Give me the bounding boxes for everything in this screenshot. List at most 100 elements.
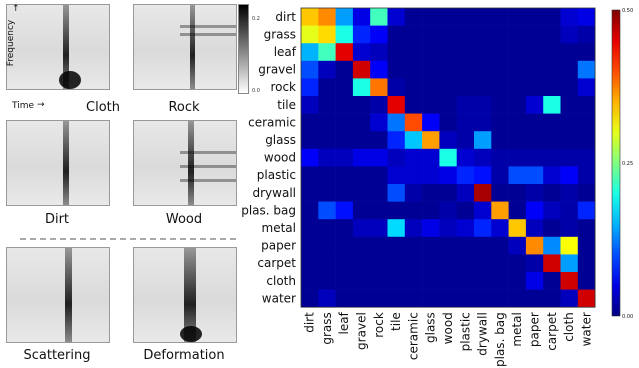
heatmap-cell — [387, 272, 406, 290]
heatmap-cell — [439, 236, 457, 255]
colorbar-tick-label: 0.25 — [622, 161, 633, 167]
heatmap-cell — [560, 219, 579, 238]
heatmap-cell — [508, 113, 527, 132]
heatmap-cell — [560, 113, 579, 132]
heatmap-cell — [387, 43, 406, 62]
heatmap-cell — [491, 43, 509, 62]
heatmap-cell — [404, 60, 423, 79]
colorbar-tick-label: 0.50 — [622, 8, 633, 14]
spectrogram-rock — [133, 4, 237, 90]
heatmap-cell — [577, 148, 596, 167]
row-label: leaf — [274, 45, 297, 59]
heatmap-cell — [335, 272, 354, 290]
heatmap-cell — [387, 289, 406, 308]
heatmap-cell — [439, 8, 457, 26]
heatmap-cell — [301, 289, 319, 308]
heatmap-cell — [335, 25, 354, 44]
heatmap-cell — [422, 78, 440, 97]
heatmap-cell — [543, 148, 561, 167]
heatmap-cell — [318, 60, 336, 79]
heatmap-cell — [301, 43, 319, 62]
heatmap-cell — [560, 254, 579, 273]
heatmap-cell — [335, 254, 354, 273]
heatmap-cell — [318, 289, 336, 308]
heatmap-cell — [525, 272, 544, 290]
heatmap-cell — [422, 148, 440, 167]
heatmap-cell — [439, 254, 457, 273]
heatmap-cell — [387, 166, 406, 185]
heatmap-cell — [318, 113, 336, 132]
heatmap-cell — [439, 166, 457, 185]
heatmap-cell — [404, 219, 423, 238]
row-label: carpet — [257, 256, 296, 270]
heatmap-cell — [335, 289, 354, 308]
heatmap-cell — [525, 96, 544, 114]
heatmap-cell — [525, 113, 544, 132]
heatmap-cell — [404, 131, 423, 150]
heatmap-cell — [439, 148, 457, 167]
spectrogram-scattering — [6, 247, 110, 343]
heatmap-cell — [577, 113, 596, 132]
heatmap-cell — [508, 43, 527, 62]
heatmap-cell — [508, 78, 527, 97]
heatmap-cell — [318, 236, 336, 255]
heatmap-cell — [525, 289, 544, 308]
heatmap-cell — [543, 60, 561, 79]
heatmap-cell — [422, 60, 440, 79]
heatmap-cell — [560, 201, 579, 220]
heatmap-cell — [508, 219, 527, 238]
heatmap-cell — [456, 113, 475, 132]
heatmap-cell — [387, 131, 406, 150]
column-label: drywall — [476, 312, 490, 356]
heatmap-cell — [335, 131, 354, 150]
heatmap-cell — [318, 254, 336, 273]
heatmap-cell — [508, 201, 527, 220]
column-label: plas. bag — [493, 312, 507, 367]
heatmap-cell — [508, 96, 527, 114]
heatmap-cell — [352, 148, 371, 167]
heatmap-cell — [456, 25, 475, 44]
heatmap-cell — [318, 131, 336, 150]
heatmap-cell — [577, 219, 596, 238]
heatmap-cell — [370, 25, 388, 44]
heatmap-cell — [474, 166, 492, 185]
heatmap-cell — [525, 236, 544, 255]
row-label: rock — [270, 80, 296, 94]
heatmap-cell — [352, 43, 371, 62]
row-label: tile — [277, 98, 296, 112]
row-label: paper — [261, 239, 296, 253]
heatmap-cell — [456, 219, 475, 238]
heatmap-cell — [404, 43, 423, 62]
heatmap-cell — [422, 166, 440, 185]
heatmap-cell — [525, 184, 544, 202]
heatmap-cell — [456, 60, 475, 79]
heatmap-cell — [301, 113, 319, 132]
label-dirt: Dirt — [44, 212, 70, 227]
heatmap-cell — [422, 8, 440, 26]
heatmap-cell — [352, 113, 371, 132]
heatmap-cell — [404, 78, 423, 97]
heatmap-cell — [352, 60, 371, 79]
heatmap-cell — [543, 25, 561, 44]
label-deformation: Deformation — [143, 348, 225, 363]
heatmap-cell — [318, 272, 336, 290]
heatmap-cell — [404, 166, 423, 185]
spectrogram-colorbar-tick: 0.2 — [252, 16, 260, 22]
time-arrow-icon: → — [37, 100, 45, 110]
heatmap-cell — [370, 113, 388, 132]
heatmap-cell — [560, 166, 579, 185]
heatmap-cell — [543, 113, 561, 132]
heatmap-cell — [543, 289, 561, 308]
heatmap-cell — [474, 25, 492, 44]
heatmap-cell — [404, 201, 423, 220]
heatmap-cell — [491, 148, 509, 167]
heatmap-cell — [335, 60, 354, 79]
spectrogram-dirt — [6, 120, 110, 206]
row-label: wood — [264, 151, 296, 165]
heatmap-cell — [577, 289, 596, 308]
label-cloth: Cloth — [86, 100, 120, 115]
heatmap-cell — [352, 219, 371, 238]
heatmap-cell — [491, 184, 509, 202]
heatmap-cell — [491, 289, 509, 308]
